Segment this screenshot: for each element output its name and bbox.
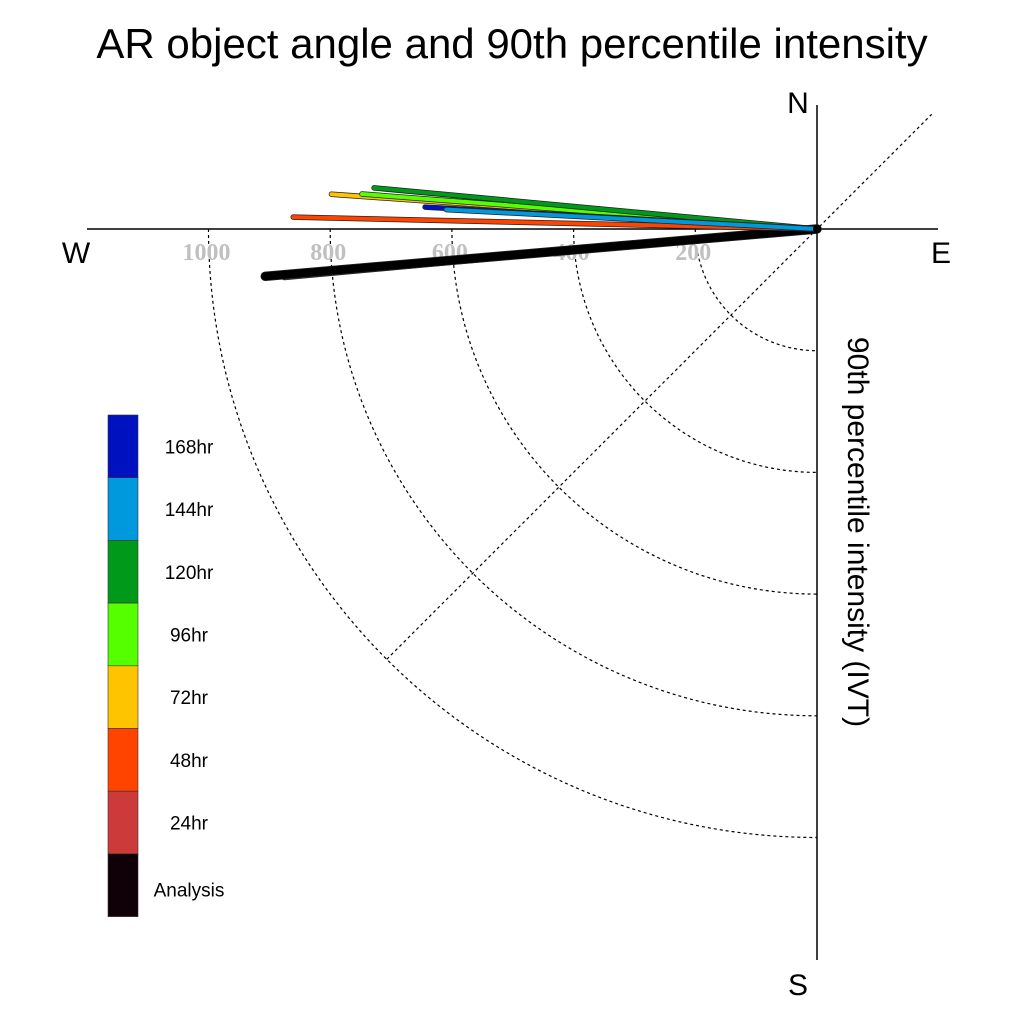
grid-ring <box>329 228 818 717</box>
legend-swatch <box>107 853 139 917</box>
y-axis-label: 90th percentile intensity (IVT) <box>841 337 874 727</box>
grid-ring <box>573 228 818 473</box>
south-label: S <box>788 969 808 1002</box>
legend-swatch <box>107 477 139 541</box>
legend-swatch <box>107 414 139 479</box>
legend-label: 168hr <box>165 437 214 458</box>
legend-swatch <box>107 790 139 855</box>
legend-label: 96hr <box>170 625 209 646</box>
north-label: N <box>787 87 809 120</box>
origin-point <box>813 225 821 233</box>
series-line <box>444 207 819 231</box>
tick-label: 800 <box>310 240 346 266</box>
grid-ring <box>694 228 818 352</box>
east-label: E <box>931 237 951 270</box>
legend-swatch <box>107 540 139 604</box>
legend-label: 120hr <box>165 563 214 584</box>
west-label: W <box>62 237 91 270</box>
legend-label: 144hr <box>165 500 214 521</box>
grid <box>207 113 933 839</box>
legend-label: 72hr <box>170 688 209 709</box>
grid-ring <box>207 228 818 839</box>
legend-label: 48hr <box>170 751 209 772</box>
series-line <box>261 225 821 281</box>
series-lines <box>260 185 822 282</box>
legend-swatch <box>107 728 139 792</box>
legend-swatch <box>107 665 139 729</box>
tick-label: 1000 <box>183 240 231 266</box>
legend-label: Analysis <box>154 880 225 901</box>
legend-label: 24hr <box>170 814 209 835</box>
legend-swatch <box>107 602 139 667</box>
grid-ring <box>451 228 818 595</box>
grid-diagonal <box>386 113 933 660</box>
legend: 168hr 144hr 120hr 96hr 72hr 48hr 24hr Analysis <box>107 414 225 917</box>
chart-title: AR object angle and 90th percentile inte… <box>96 20 927 67</box>
